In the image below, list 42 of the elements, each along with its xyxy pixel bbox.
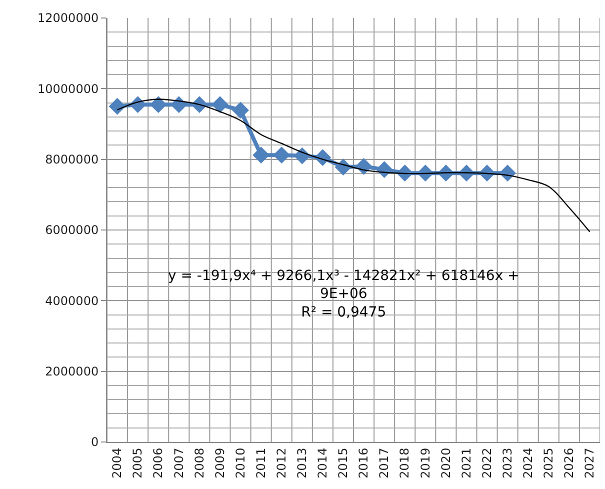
y-tick-label: 8000000 [45,152,99,167]
x-tick-label: 2015 [336,448,350,478]
y-tick-label: 0 [90,435,99,450]
x-tick-label: 2011 [254,448,268,478]
y-tick-label: 12000000 [38,11,99,26]
y-tick-label: 2000000 [45,364,99,379]
x-tick-label: 2023 [500,448,514,478]
x-tick-label: 2008 [192,448,206,478]
x-tick-label: 2007 [172,448,186,478]
x-tick-label: 2006 [151,448,166,478]
point [252,146,270,164]
x-tick-label: 2014 [316,448,330,478]
x-tick-label: 2026 [562,448,576,478]
y-tick-label: 6000000 [45,223,99,238]
x-tick-label: 2005 [130,448,145,478]
y-tick-label: 4000000 [45,294,99,308]
point [108,98,126,115]
x-tick-label: 2019 [418,448,432,478]
x-tick-label: 2004 [110,448,124,478]
point [273,146,290,164]
x-tick-label: 2009 [212,448,227,478]
y-tick-label: 10000000 [38,82,99,96]
point [232,102,249,119]
x-tick-label: 2020 [438,448,453,478]
x-tick-label: 2021 [459,448,474,478]
x-tick-label: 2022 [480,448,494,478]
point [355,158,372,175]
point [376,161,393,178]
point [150,96,167,114]
x-tick-label: 2016 [356,448,371,478]
x-tick-label: 2024 [521,448,535,478]
annotation: y = -191,9x⁴ + 9266,1x³ - 142821x² + 618146x + 9E+06 R² = 0,9475 [168,268,520,320]
point [294,147,311,164]
x-tick-label: 2010 [233,448,248,478]
point [170,96,188,114]
x-tick-label: 2013 [295,448,310,478]
x-tick-label: 2018 [398,448,412,478]
x-tick-label: 2025 [542,448,556,478]
x-tick-label: 2017 [377,448,392,478]
x-tick-label: 2027 [582,448,597,478]
point [212,96,228,114]
x-tick-label: 2012 [274,448,288,478]
